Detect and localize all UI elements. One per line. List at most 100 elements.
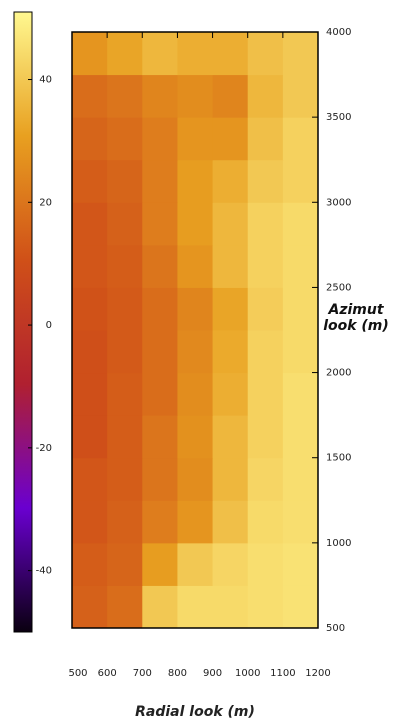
heatmap-cell <box>72 159 108 203</box>
heatmap-cell <box>142 117 178 161</box>
y-tick-label: 3000 <box>326 197 351 208</box>
heatmap-cell <box>282 415 319 459</box>
heatmap-cell <box>107 32 143 76</box>
heatmap-cell <box>212 457 249 501</box>
heatmap-cell <box>142 500 178 544</box>
heatmap-cell <box>107 117 143 161</box>
heatmap-cell <box>177 500 214 544</box>
heatmap-cell <box>107 372 143 416</box>
heatmap-cell <box>177 159 214 203</box>
heatmap-cell <box>72 287 108 331</box>
heatmap-cell <box>282 457 319 501</box>
heatmap-cell <box>247 74 284 118</box>
heatmap-cell <box>107 457 143 501</box>
heatmap-cell <box>107 542 143 586</box>
x-tick-label: 1100 <box>270 668 295 679</box>
heatmap-cell <box>72 372 108 416</box>
heatmap-cell <box>212 500 249 544</box>
y-tick-label: 1500 <box>326 453 351 464</box>
heatmap-cell <box>107 585 143 629</box>
heatmap-cell <box>72 500 108 544</box>
heatmap-cell <box>282 330 319 374</box>
heatmap-cell <box>142 74 178 118</box>
heatmap-cell <box>72 330 108 374</box>
heatmap-cell <box>247 32 284 76</box>
heatmap-cell <box>282 202 319 246</box>
heatmap-cell <box>142 159 178 203</box>
heatmap-cell <box>177 32 214 76</box>
heatmap-cell <box>282 74 319 118</box>
heatmap-cell <box>212 542 249 586</box>
heatmap-cell <box>72 457 108 501</box>
heatmap-cell <box>282 542 319 586</box>
heatmap-cell <box>72 202 108 246</box>
heatmap-cell <box>142 542 178 586</box>
heatmap-cell <box>247 585 284 629</box>
y-axis-label: Azimut look (m) <box>323 302 389 334</box>
heatmap-cell <box>142 585 178 629</box>
heatmap-cell <box>282 287 319 331</box>
heatmap-cell <box>177 585 214 629</box>
heatmap-cell <box>212 287 249 331</box>
heatmap-cell <box>282 585 319 629</box>
heatmap-cell <box>142 330 178 374</box>
heatmap-cell <box>177 287 214 331</box>
x-axis-label: Radial look (m) <box>135 704 255 720</box>
colorbar-tick-label: 20 <box>39 197 52 208</box>
heatmap-cell <box>107 287 143 331</box>
heatmap-cell <box>72 74 108 118</box>
heatmap-cell <box>282 32 319 76</box>
plot-frame <box>71 31 319 629</box>
heatmap-cell <box>177 372 214 416</box>
heatmap-cell <box>212 202 249 246</box>
heatmap-cell <box>282 500 319 544</box>
heatmap-cell <box>177 457 214 501</box>
heatmap-cell <box>177 415 214 459</box>
heatmap-cell <box>107 500 143 544</box>
heatmap-cell <box>212 244 249 288</box>
heatmap-cell <box>282 244 319 288</box>
heatmap-cell <box>107 159 143 203</box>
heatmap-cell <box>212 585 249 629</box>
heatmap-cell <box>282 117 319 161</box>
heatmap-cell <box>247 457 284 501</box>
heatmap-cell <box>247 159 284 203</box>
heatmap-cell <box>177 117 214 161</box>
heatmap-cell <box>247 500 284 544</box>
y-tick-label: 500 <box>326 623 345 634</box>
heatmap-cell <box>212 117 249 161</box>
heatmap-cell <box>72 244 108 288</box>
x-tick-label: 900 <box>203 668 222 679</box>
y-tick-label: 2500 <box>326 282 351 293</box>
heatmap-cell <box>247 287 284 331</box>
heatmap-cell <box>212 415 249 459</box>
y-tick-label: 4000 <box>326 27 351 38</box>
colorbar-tick-label: -20 <box>36 443 52 454</box>
heatmap-cell <box>72 542 108 586</box>
heatmap-cell <box>282 372 319 416</box>
heatmap-cell <box>107 74 143 118</box>
x-tick-label: 1200 <box>305 668 330 679</box>
y-tick-label: 1000 <box>326 538 351 549</box>
heatmap-cell <box>142 372 178 416</box>
heatmap-cell <box>72 415 108 459</box>
heatmap-cell <box>142 287 178 331</box>
heatmap-cell <box>107 244 143 288</box>
x-tick-label: 800 <box>168 668 187 679</box>
heatmap-cell <box>107 202 143 246</box>
heatmap-cell <box>212 330 249 374</box>
heatmap-cell <box>247 415 284 459</box>
heatmap-cell <box>212 32 249 76</box>
y-tick-label: 3500 <box>326 112 351 123</box>
heatmap-cell <box>212 74 249 118</box>
heatmap-cell <box>282 159 319 203</box>
x-tick-label: 1000 <box>235 668 260 679</box>
heatmap-cell <box>142 202 178 246</box>
x-tick-label: 600 <box>98 668 117 679</box>
heatmap-cell <box>177 202 214 246</box>
heatmap-cell <box>142 244 178 288</box>
heatmap-cell <box>142 415 178 459</box>
colorbar-tick-label: 0 <box>46 320 52 331</box>
